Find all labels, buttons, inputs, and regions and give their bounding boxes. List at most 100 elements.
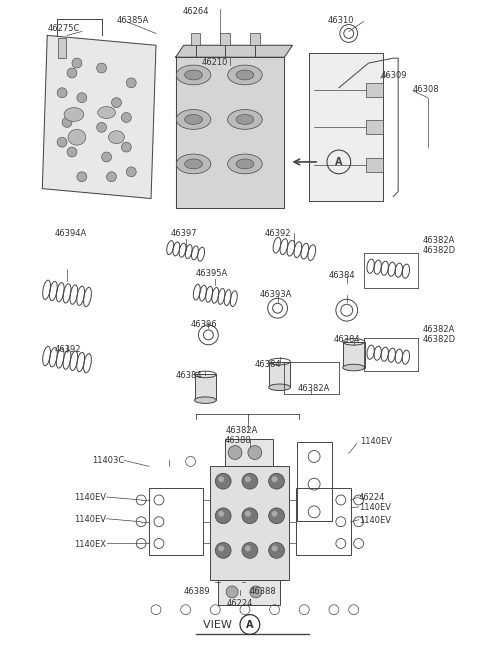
Ellipse shape xyxy=(185,115,203,124)
Circle shape xyxy=(126,167,136,177)
Bar xyxy=(343,342,364,367)
Text: 46382D: 46382D xyxy=(423,246,456,255)
Polygon shape xyxy=(309,53,384,202)
Circle shape xyxy=(250,586,262,598)
Circle shape xyxy=(248,445,262,459)
Text: 1140EV: 1140EV xyxy=(360,437,393,445)
Ellipse shape xyxy=(68,129,86,145)
Ellipse shape xyxy=(269,384,290,390)
Circle shape xyxy=(242,542,258,558)
Bar xyxy=(297,441,332,521)
Bar xyxy=(366,83,384,97)
Circle shape xyxy=(269,542,285,558)
Bar xyxy=(250,33,260,45)
Text: 46393A: 46393A xyxy=(260,290,292,299)
Circle shape xyxy=(62,117,72,127)
Circle shape xyxy=(216,474,231,489)
Text: 46392: 46392 xyxy=(54,345,81,354)
Text: 46310: 46310 xyxy=(327,16,354,25)
Circle shape xyxy=(216,508,231,524)
Circle shape xyxy=(226,586,238,598)
Bar xyxy=(210,466,289,580)
Bar xyxy=(366,158,384,172)
Text: 46385A: 46385A xyxy=(117,16,149,25)
Ellipse shape xyxy=(176,109,211,129)
Text: VIEW: VIEW xyxy=(203,620,235,629)
Circle shape xyxy=(72,58,82,68)
Ellipse shape xyxy=(236,115,254,124)
Ellipse shape xyxy=(228,109,262,129)
Ellipse shape xyxy=(176,154,211,174)
Text: A: A xyxy=(246,620,253,629)
Ellipse shape xyxy=(176,65,211,85)
Text: 46224: 46224 xyxy=(359,493,385,502)
Bar xyxy=(366,121,384,134)
Circle shape xyxy=(77,172,87,181)
Bar xyxy=(220,33,230,45)
Ellipse shape xyxy=(228,65,262,85)
Bar xyxy=(296,488,351,555)
Text: 46396: 46396 xyxy=(191,320,217,329)
Text: 46382A: 46382A xyxy=(423,325,455,334)
Circle shape xyxy=(242,508,258,524)
Text: 46308: 46308 xyxy=(413,85,440,94)
Circle shape xyxy=(242,474,258,489)
Circle shape xyxy=(245,546,251,552)
Text: 1140EV: 1140EV xyxy=(74,493,107,502)
Circle shape xyxy=(67,147,77,157)
Circle shape xyxy=(245,511,251,517)
Circle shape xyxy=(57,88,67,98)
Circle shape xyxy=(121,142,131,152)
Circle shape xyxy=(272,511,277,517)
Ellipse shape xyxy=(236,70,254,80)
Ellipse shape xyxy=(108,131,124,143)
Bar xyxy=(269,362,290,387)
Text: 46275C: 46275C xyxy=(47,24,80,33)
Text: 46388: 46388 xyxy=(250,587,276,596)
Circle shape xyxy=(218,546,224,552)
Text: 46388: 46388 xyxy=(225,436,252,445)
Circle shape xyxy=(57,138,67,147)
Circle shape xyxy=(218,511,224,517)
Circle shape xyxy=(216,542,231,558)
Circle shape xyxy=(77,93,87,103)
Bar xyxy=(218,580,279,605)
Text: 46384: 46384 xyxy=(329,271,356,280)
Polygon shape xyxy=(176,45,292,57)
Ellipse shape xyxy=(185,70,203,80)
Text: 46224: 46224 xyxy=(227,599,253,608)
Circle shape xyxy=(245,476,251,482)
Circle shape xyxy=(272,476,277,482)
Polygon shape xyxy=(176,57,285,208)
Bar xyxy=(149,488,204,555)
Circle shape xyxy=(218,476,224,482)
Circle shape xyxy=(121,113,131,122)
Text: 46382A: 46382A xyxy=(423,236,455,245)
Text: 46397: 46397 xyxy=(171,229,197,238)
Text: 46384: 46384 xyxy=(334,335,360,344)
Bar xyxy=(191,33,201,45)
Ellipse shape xyxy=(64,107,84,121)
Text: 46382D: 46382D xyxy=(423,335,456,344)
Bar xyxy=(194,375,216,400)
Circle shape xyxy=(96,63,107,73)
Circle shape xyxy=(269,474,285,489)
Circle shape xyxy=(96,122,107,132)
Ellipse shape xyxy=(185,159,203,169)
Circle shape xyxy=(228,445,242,459)
Polygon shape xyxy=(42,35,156,198)
Text: 46309: 46309 xyxy=(380,71,407,80)
Circle shape xyxy=(107,172,117,181)
Text: A: A xyxy=(335,157,343,167)
Text: 46210: 46210 xyxy=(202,58,228,67)
Text: 46382A: 46382A xyxy=(297,384,330,394)
Text: 1140EX: 1140EX xyxy=(74,540,107,548)
Text: 46264: 46264 xyxy=(182,7,209,16)
Text: 46392: 46392 xyxy=(264,229,291,238)
Text: 11403C: 11403C xyxy=(92,457,124,466)
Ellipse shape xyxy=(236,159,254,169)
Bar xyxy=(58,39,66,58)
Text: 1140EV: 1140EV xyxy=(74,515,107,524)
Text: 46382A: 46382A xyxy=(225,426,258,435)
Text: 46394A: 46394A xyxy=(54,229,86,238)
